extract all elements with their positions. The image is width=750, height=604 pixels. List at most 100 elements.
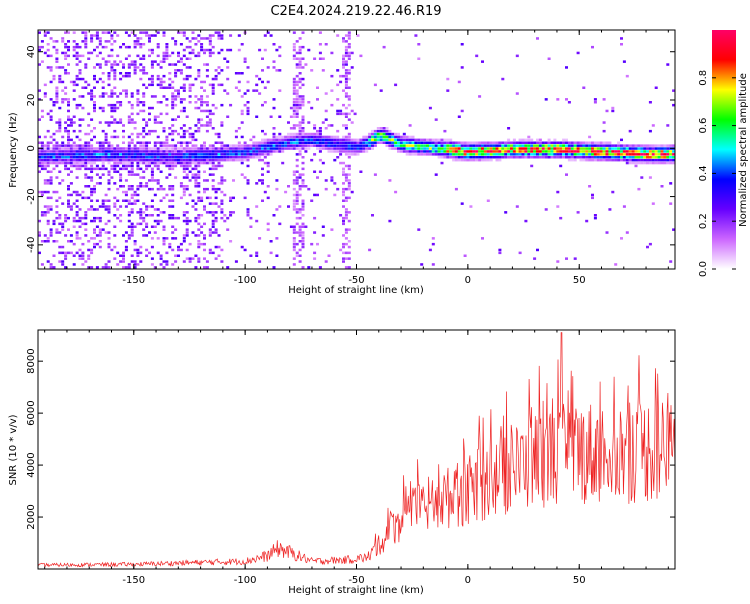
heatmap-cell bbox=[243, 248, 247, 252]
heatmap-cell bbox=[298, 127, 302, 130]
heatmap-cell bbox=[133, 242, 137, 246]
heatmap-cell bbox=[313, 216, 317, 220]
heatmap-cell bbox=[318, 135, 322, 139]
heatmap-cell bbox=[61, 158, 65, 162]
heatmap-cell bbox=[171, 185, 175, 188]
heatmap-cell bbox=[78, 150, 82, 153]
heatmap-cell bbox=[43, 31, 47, 34]
heatmap-cell bbox=[350, 153, 354, 156]
heatmap-cell bbox=[342, 74, 345, 78]
heatmap-cell bbox=[342, 138, 345, 142]
heatmap-cell bbox=[136, 222, 140, 226]
heatmap-cell bbox=[223, 219, 227, 223]
heatmap-cell bbox=[72, 98, 76, 101]
heatmap-cell bbox=[139, 45, 143, 49]
heatmap-cell bbox=[275, 69, 279, 72]
heatmap-cell bbox=[200, 98, 204, 101]
heatmap-cell bbox=[153, 141, 157, 144]
heatmap-cell bbox=[310, 144, 314, 147]
heatmap-cell bbox=[330, 147, 334, 150]
heatmap-cell bbox=[585, 141, 589, 144]
heatmap-cell bbox=[95, 37, 99, 40]
heatmap-cell bbox=[124, 248, 128, 252]
heatmap-cell bbox=[301, 98, 305, 101]
heatmap-cell bbox=[194, 176, 198, 179]
heatmap-cell bbox=[301, 101, 305, 104]
heatmap-cell bbox=[460, 141, 464, 144]
heatmap-cell bbox=[289, 132, 293, 136]
heatmap-cell bbox=[365, 147, 369, 150]
heatmap-cell bbox=[585, 147, 589, 150]
heatmap-cell bbox=[46, 66, 50, 69]
heatmap-cell bbox=[324, 43, 328, 46]
heatmap-cell bbox=[211, 225, 215, 228]
heatmap-cell bbox=[226, 266, 230, 269]
heatmap-cell bbox=[463, 254, 467, 257]
heatmap-cell bbox=[263, 132, 267, 136]
heatmap-cell bbox=[298, 72, 302, 75]
heatmap-cell bbox=[159, 254, 163, 257]
heatmap-cell bbox=[150, 51, 154, 55]
heatmap-cell bbox=[631, 156, 635, 159]
heatmap-cell bbox=[188, 147, 192, 150]
heatmap-cell bbox=[72, 40, 76, 43]
heatmap-cell bbox=[582, 150, 586, 153]
heatmap-cell bbox=[182, 234, 186, 237]
heatmap-cell bbox=[145, 164, 149, 168]
heatmap-cell bbox=[171, 106, 175, 110]
heatmap-cell bbox=[55, 153, 59, 156]
heatmap-cell bbox=[275, 138, 279, 142]
heatmap-cell bbox=[205, 63, 209, 66]
heatmap-cell bbox=[249, 216, 253, 220]
heatmap-cell bbox=[159, 219, 163, 223]
heatmap-cell bbox=[38, 89, 41, 92]
heatmap-cell bbox=[113, 167, 117, 171]
heatmap-cell bbox=[98, 245, 102, 249]
heatmap-cell bbox=[49, 158, 53, 162]
heatmap-cell bbox=[113, 129, 117, 133]
heatmap-cell bbox=[292, 141, 296, 144]
heatmap-cell bbox=[43, 51, 47, 55]
heatmap-cell bbox=[156, 153, 160, 156]
heatmap-cell bbox=[408, 144, 412, 147]
heatmap-cell bbox=[544, 98, 548, 101]
heatmap-cell bbox=[52, 158, 56, 162]
heatmap-cell bbox=[185, 219, 189, 223]
heatmap-cell bbox=[58, 245, 62, 249]
heatmap-cell bbox=[220, 103, 224, 107]
heatmap-cell bbox=[122, 234, 125, 237]
heatmap-cell bbox=[145, 182, 149, 185]
heatmap-cell bbox=[87, 153, 91, 156]
heatmap-cell bbox=[133, 156, 137, 159]
heatmap-cell bbox=[660, 156, 664, 159]
heatmap-cell bbox=[194, 173, 198, 176]
heatmap-cell bbox=[208, 150, 212, 153]
heatmap-cell bbox=[298, 211, 302, 214]
heatmap-cell bbox=[217, 72, 221, 75]
heatmap-cell bbox=[78, 69, 82, 72]
heatmap-cell bbox=[672, 153, 675, 156]
heatmap-cell bbox=[229, 240, 233, 243]
heatmap-cell bbox=[208, 228, 212, 231]
heatmap-cell bbox=[272, 135, 276, 139]
heatmap-cell bbox=[142, 202, 146, 205]
y-tick-label: 0 bbox=[26, 145, 37, 151]
heatmap-cell bbox=[295, 196, 299, 200]
heatmap-cell bbox=[84, 34, 88, 37]
heatmap-cell bbox=[431, 144, 435, 147]
heatmap-cell bbox=[582, 86, 586, 89]
heatmap-cell bbox=[489, 158, 493, 162]
heatmap-cell bbox=[211, 153, 215, 156]
heatmap-cell bbox=[93, 185, 96, 188]
heatmap-cell bbox=[457, 144, 461, 147]
heatmap-cell bbox=[116, 187, 120, 191]
heatmap-cell bbox=[237, 89, 241, 92]
heatmap-cell bbox=[208, 109, 212, 113]
heatmap-cell bbox=[127, 225, 131, 228]
heatmap-cell bbox=[504, 150, 508, 153]
heatmap-cell bbox=[208, 251, 212, 255]
heatmap-cell bbox=[211, 51, 215, 55]
heatmap-cell bbox=[324, 109, 328, 113]
heatmap-cell bbox=[640, 156, 644, 159]
heatmap-cell bbox=[342, 40, 345, 43]
